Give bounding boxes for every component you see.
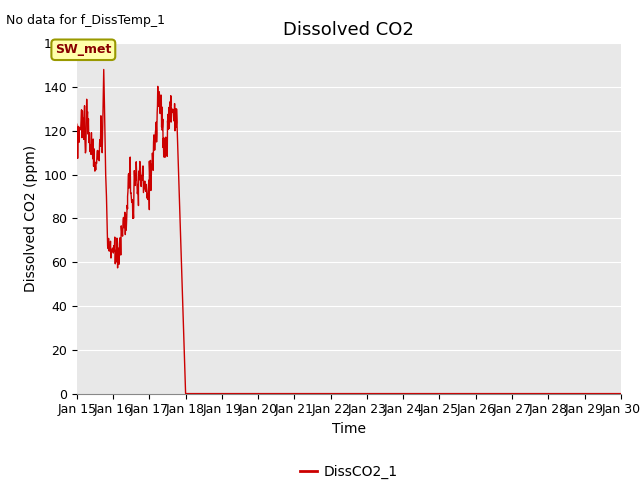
Text: No data for f_DissTemp_1: No data for f_DissTemp_1 <box>6 14 165 27</box>
X-axis label: Time: Time <box>332 422 366 436</box>
Y-axis label: Dissolved CO2 (ppm): Dissolved CO2 (ppm) <box>24 145 38 292</box>
Text: SW_met: SW_met <box>55 43 111 56</box>
Title: Dissolved CO2: Dissolved CO2 <box>284 21 414 39</box>
Legend: DissCO2_1: DissCO2_1 <box>294 459 403 480</box>
